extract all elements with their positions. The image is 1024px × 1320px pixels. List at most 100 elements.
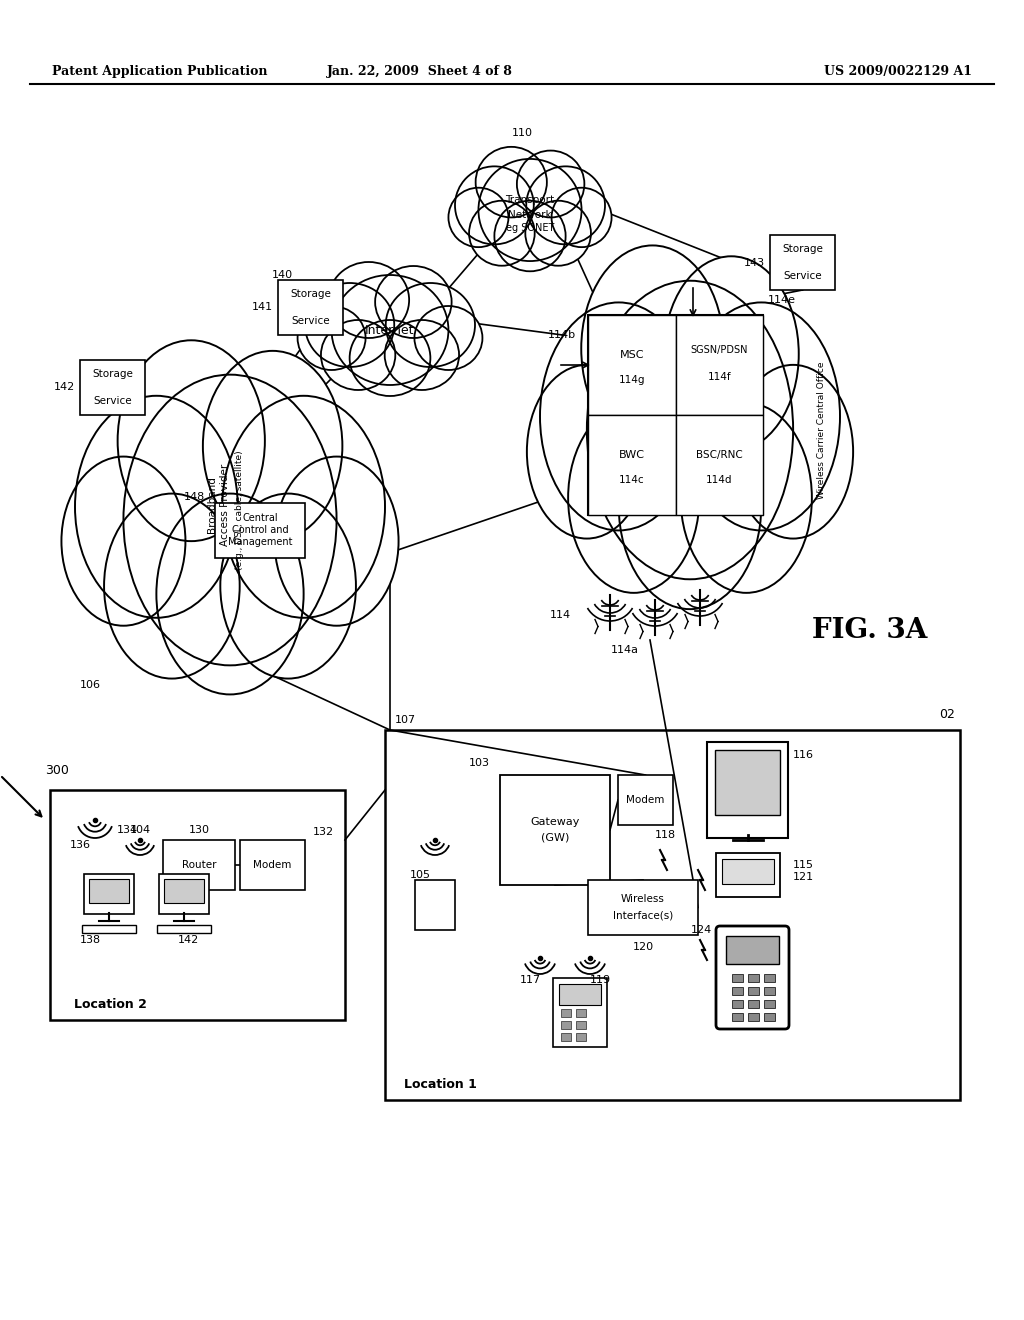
Text: Modem: Modem	[627, 795, 665, 805]
Text: Router: Router	[181, 861, 216, 870]
FancyBboxPatch shape	[764, 974, 775, 982]
Ellipse shape	[274, 457, 398, 626]
Text: Patent Application Publication: Patent Application Publication	[52, 66, 267, 78]
Ellipse shape	[526, 166, 605, 244]
Text: 115: 115	[793, 861, 814, 870]
FancyBboxPatch shape	[716, 853, 780, 898]
Text: 117: 117	[519, 975, 541, 985]
Ellipse shape	[540, 302, 697, 531]
Text: Service: Service	[783, 271, 822, 281]
Text: Central: Central	[243, 513, 278, 523]
Text: 114: 114	[550, 610, 571, 620]
Ellipse shape	[733, 364, 853, 539]
FancyBboxPatch shape	[676, 414, 763, 515]
FancyBboxPatch shape	[385, 730, 961, 1100]
FancyBboxPatch shape	[575, 1020, 586, 1030]
FancyBboxPatch shape	[157, 925, 211, 933]
Ellipse shape	[124, 375, 337, 665]
FancyBboxPatch shape	[84, 874, 134, 913]
Text: 119: 119	[590, 975, 610, 985]
Text: Service: Service	[291, 317, 330, 326]
Ellipse shape	[385, 319, 459, 389]
FancyBboxPatch shape	[575, 1034, 586, 1041]
Text: eg SONET: eg SONET	[506, 223, 554, 234]
FancyBboxPatch shape	[707, 742, 788, 838]
Text: 142: 142	[177, 935, 199, 945]
FancyBboxPatch shape	[553, 978, 607, 1047]
Ellipse shape	[664, 256, 799, 451]
Text: SGSN/PDSN: SGSN/PDSN	[690, 345, 748, 355]
Ellipse shape	[321, 319, 395, 389]
Ellipse shape	[568, 403, 699, 593]
Text: 138: 138	[80, 935, 100, 945]
FancyBboxPatch shape	[159, 874, 209, 913]
FancyBboxPatch shape	[164, 879, 204, 903]
Ellipse shape	[222, 396, 385, 618]
Text: Storage: Storage	[92, 368, 133, 379]
Text: 110: 110	[512, 128, 532, 139]
Text: 116: 116	[793, 750, 814, 760]
FancyBboxPatch shape	[278, 280, 343, 335]
FancyBboxPatch shape	[163, 840, 234, 890]
Ellipse shape	[449, 187, 509, 247]
FancyBboxPatch shape	[415, 880, 455, 931]
Ellipse shape	[415, 306, 482, 370]
Text: BSC/RNC: BSC/RNC	[696, 450, 742, 459]
Ellipse shape	[75, 396, 238, 618]
Text: 114c: 114c	[618, 475, 644, 484]
Text: Wireless: Wireless	[622, 895, 665, 904]
Text: 148: 148	[183, 492, 205, 503]
Text: Service: Service	[93, 396, 132, 407]
FancyBboxPatch shape	[748, 974, 759, 982]
Text: 114g: 114g	[618, 375, 645, 385]
FancyBboxPatch shape	[561, 1008, 571, 1016]
FancyBboxPatch shape	[215, 503, 305, 557]
Text: 107: 107	[395, 715, 416, 725]
Ellipse shape	[478, 158, 582, 261]
Text: 143: 143	[743, 257, 765, 268]
FancyBboxPatch shape	[732, 1012, 743, 1020]
FancyBboxPatch shape	[732, 1001, 743, 1008]
FancyBboxPatch shape	[676, 315, 763, 414]
Text: 114e: 114e	[768, 294, 796, 305]
Text: 114f: 114f	[708, 372, 731, 381]
FancyBboxPatch shape	[618, 775, 673, 825]
Text: Transport: Transport	[506, 195, 555, 205]
FancyBboxPatch shape	[575, 1008, 586, 1016]
Text: 103: 103	[469, 758, 490, 768]
Text: Control and: Control and	[231, 525, 289, 535]
Ellipse shape	[475, 147, 547, 218]
Text: 120: 120	[633, 942, 653, 952]
Text: 140: 140	[272, 271, 293, 280]
Text: 300: 300	[45, 763, 69, 776]
FancyBboxPatch shape	[764, 1012, 775, 1020]
Ellipse shape	[527, 364, 647, 539]
Ellipse shape	[683, 302, 840, 531]
Text: Network: Network	[508, 210, 552, 220]
Ellipse shape	[386, 282, 475, 367]
Text: 141: 141	[252, 302, 273, 313]
Text: 114b: 114b	[548, 330, 577, 341]
FancyBboxPatch shape	[764, 987, 775, 995]
FancyBboxPatch shape	[722, 859, 774, 884]
Text: Modem: Modem	[253, 861, 292, 870]
FancyBboxPatch shape	[588, 414, 676, 515]
Text: 132: 132	[313, 828, 334, 837]
Text: 114d: 114d	[706, 475, 732, 484]
Ellipse shape	[552, 187, 611, 247]
Ellipse shape	[157, 494, 304, 694]
Text: Gateway: Gateway	[530, 817, 580, 828]
FancyBboxPatch shape	[588, 315, 676, 414]
Ellipse shape	[61, 457, 185, 626]
FancyBboxPatch shape	[748, 987, 759, 995]
Text: 118: 118	[654, 830, 676, 840]
Ellipse shape	[203, 351, 342, 541]
FancyBboxPatch shape	[716, 927, 790, 1030]
Ellipse shape	[118, 341, 265, 541]
FancyBboxPatch shape	[748, 1012, 759, 1020]
Ellipse shape	[349, 319, 430, 396]
Text: FIG. 3A: FIG. 3A	[812, 616, 928, 644]
Ellipse shape	[495, 201, 565, 272]
Ellipse shape	[681, 403, 812, 593]
FancyBboxPatch shape	[80, 360, 145, 414]
